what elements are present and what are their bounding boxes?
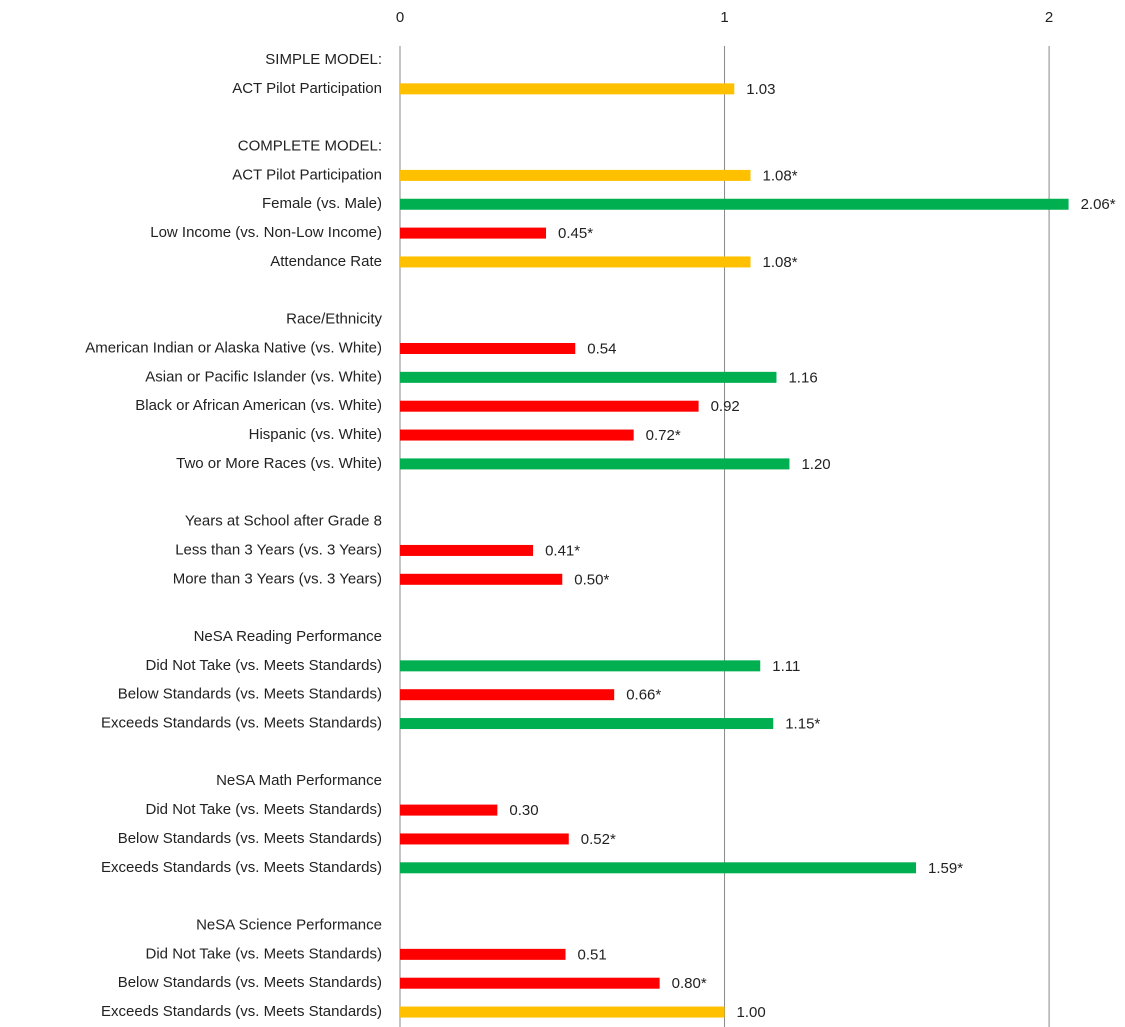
data-label: 0.51: [578, 946, 607, 963]
data-label: 0.92: [711, 398, 740, 415]
y-tick-label: NeSA Science Performance: [196, 916, 382, 933]
y-tick-label: Exceeds Standards (vs. Meets Standards): [101, 1003, 382, 1020]
y-tick-label: Female (vs. Male): [262, 195, 382, 212]
bar: [400, 83, 735, 95]
bar: [400, 660, 761, 672]
y-tick-label: SIMPLE MODEL:: [265, 51, 382, 68]
data-label: 2.06*: [1081, 196, 1116, 213]
bar: [400, 458, 790, 470]
y-tick-label: COMPLETE MODEL:: [238, 138, 382, 155]
y-tick-label: Black or African American (vs. White): [135, 397, 382, 414]
bar: [400, 804, 498, 816]
bar: [400, 833, 569, 845]
y-tick-label: Race/Ethnicity: [286, 311, 382, 328]
bar: [400, 371, 777, 383]
bar: [400, 948, 566, 960]
y-tick-label: Less than 3 Years (vs. 3 Years): [175, 541, 382, 558]
bar: [400, 198, 1069, 210]
y-tick-label: Low Income (vs. Non-Low Income): [150, 224, 382, 241]
data-label: 1.20: [801, 456, 830, 473]
bar: [400, 400, 699, 412]
y-tick-label: American Indian or Alaska Native (vs. Wh…: [85, 339, 382, 356]
y-tick-label: ACT Pilot Participation: [232, 80, 382, 97]
data-label: 0.72*: [646, 427, 681, 444]
bar: [400, 718, 774, 730]
data-label: 1.59*: [928, 860, 963, 877]
y-tick-label: Exceeds Standards (vs. Meets Standards): [101, 715, 382, 732]
y-tick-label: Attendance Rate: [270, 253, 382, 270]
data-label: 1.11: [772, 658, 800, 675]
y-tick-label: NeSA Reading Performance: [194, 628, 382, 645]
y-tick-label: NeSA Math Performance: [216, 772, 382, 789]
bar: [400, 689, 615, 701]
y-tick-label: Hispanic (vs. White): [249, 426, 382, 443]
data-label: 0.52*: [581, 831, 616, 848]
data-label: 1.15*: [785, 716, 820, 733]
bar: [400, 256, 751, 268]
bar: [400, 977, 660, 989]
bar: [400, 573, 563, 585]
x-tick-label: 1: [720, 9, 728, 26]
y-tick-label: Below Standards (vs. Meets Standards): [118, 830, 382, 847]
data-label: 0.41*: [545, 542, 580, 559]
data-label: 1.08*: [763, 167, 798, 184]
y-tick-label: More than 3 Years (vs. 3 Years): [173, 570, 382, 587]
data-label: 1.08*: [763, 254, 798, 271]
data-label: 1.00: [737, 1004, 766, 1021]
data-label: 0.30: [509, 802, 538, 819]
y-tick-label: Did Not Take (vs. Meets Standards): [146, 657, 382, 674]
y-tick-label: Asian or Pacific Islander (vs. White): [145, 368, 382, 385]
y-tick-label: Below Standards (vs. Meets Standards): [118, 686, 382, 703]
bar: [400, 544, 534, 556]
bar: [400, 343, 576, 354]
bar: [400, 227, 547, 239]
y-tick-label: Did Not Take (vs. Meets Standards): [146, 945, 382, 962]
bar: [400, 429, 634, 441]
data-label: 0.45*: [558, 225, 593, 242]
y-tick-label: Did Not Take (vs. Meets Standards): [146, 801, 382, 818]
x-tick-label: 0: [396, 9, 404, 26]
bar: [400, 169, 751, 181]
y-tick-label: Exceeds Standards (vs. Meets Standards): [101, 859, 382, 876]
data-label: 0.80*: [672, 975, 707, 992]
x-tick-label: 2: [1045, 9, 1053, 26]
data-label: 0.54: [587, 340, 616, 357]
data-label: 0.50*: [574, 571, 609, 588]
bar: [400, 1006, 725, 1018]
y-tick-label: Two or More Races (vs. White): [176, 455, 382, 472]
y-tick-label: Years at School after Grade 8: [185, 513, 382, 530]
y-tick-label: ACT Pilot Participation: [232, 166, 382, 183]
data-label: 1.16: [788, 369, 817, 386]
bar: [400, 862, 917, 874]
y-tick-label: Below Standards (vs. Meets Standards): [118, 974, 382, 991]
data-label: 1.03: [746, 81, 775, 98]
data-label: 0.66*: [626, 687, 661, 704]
